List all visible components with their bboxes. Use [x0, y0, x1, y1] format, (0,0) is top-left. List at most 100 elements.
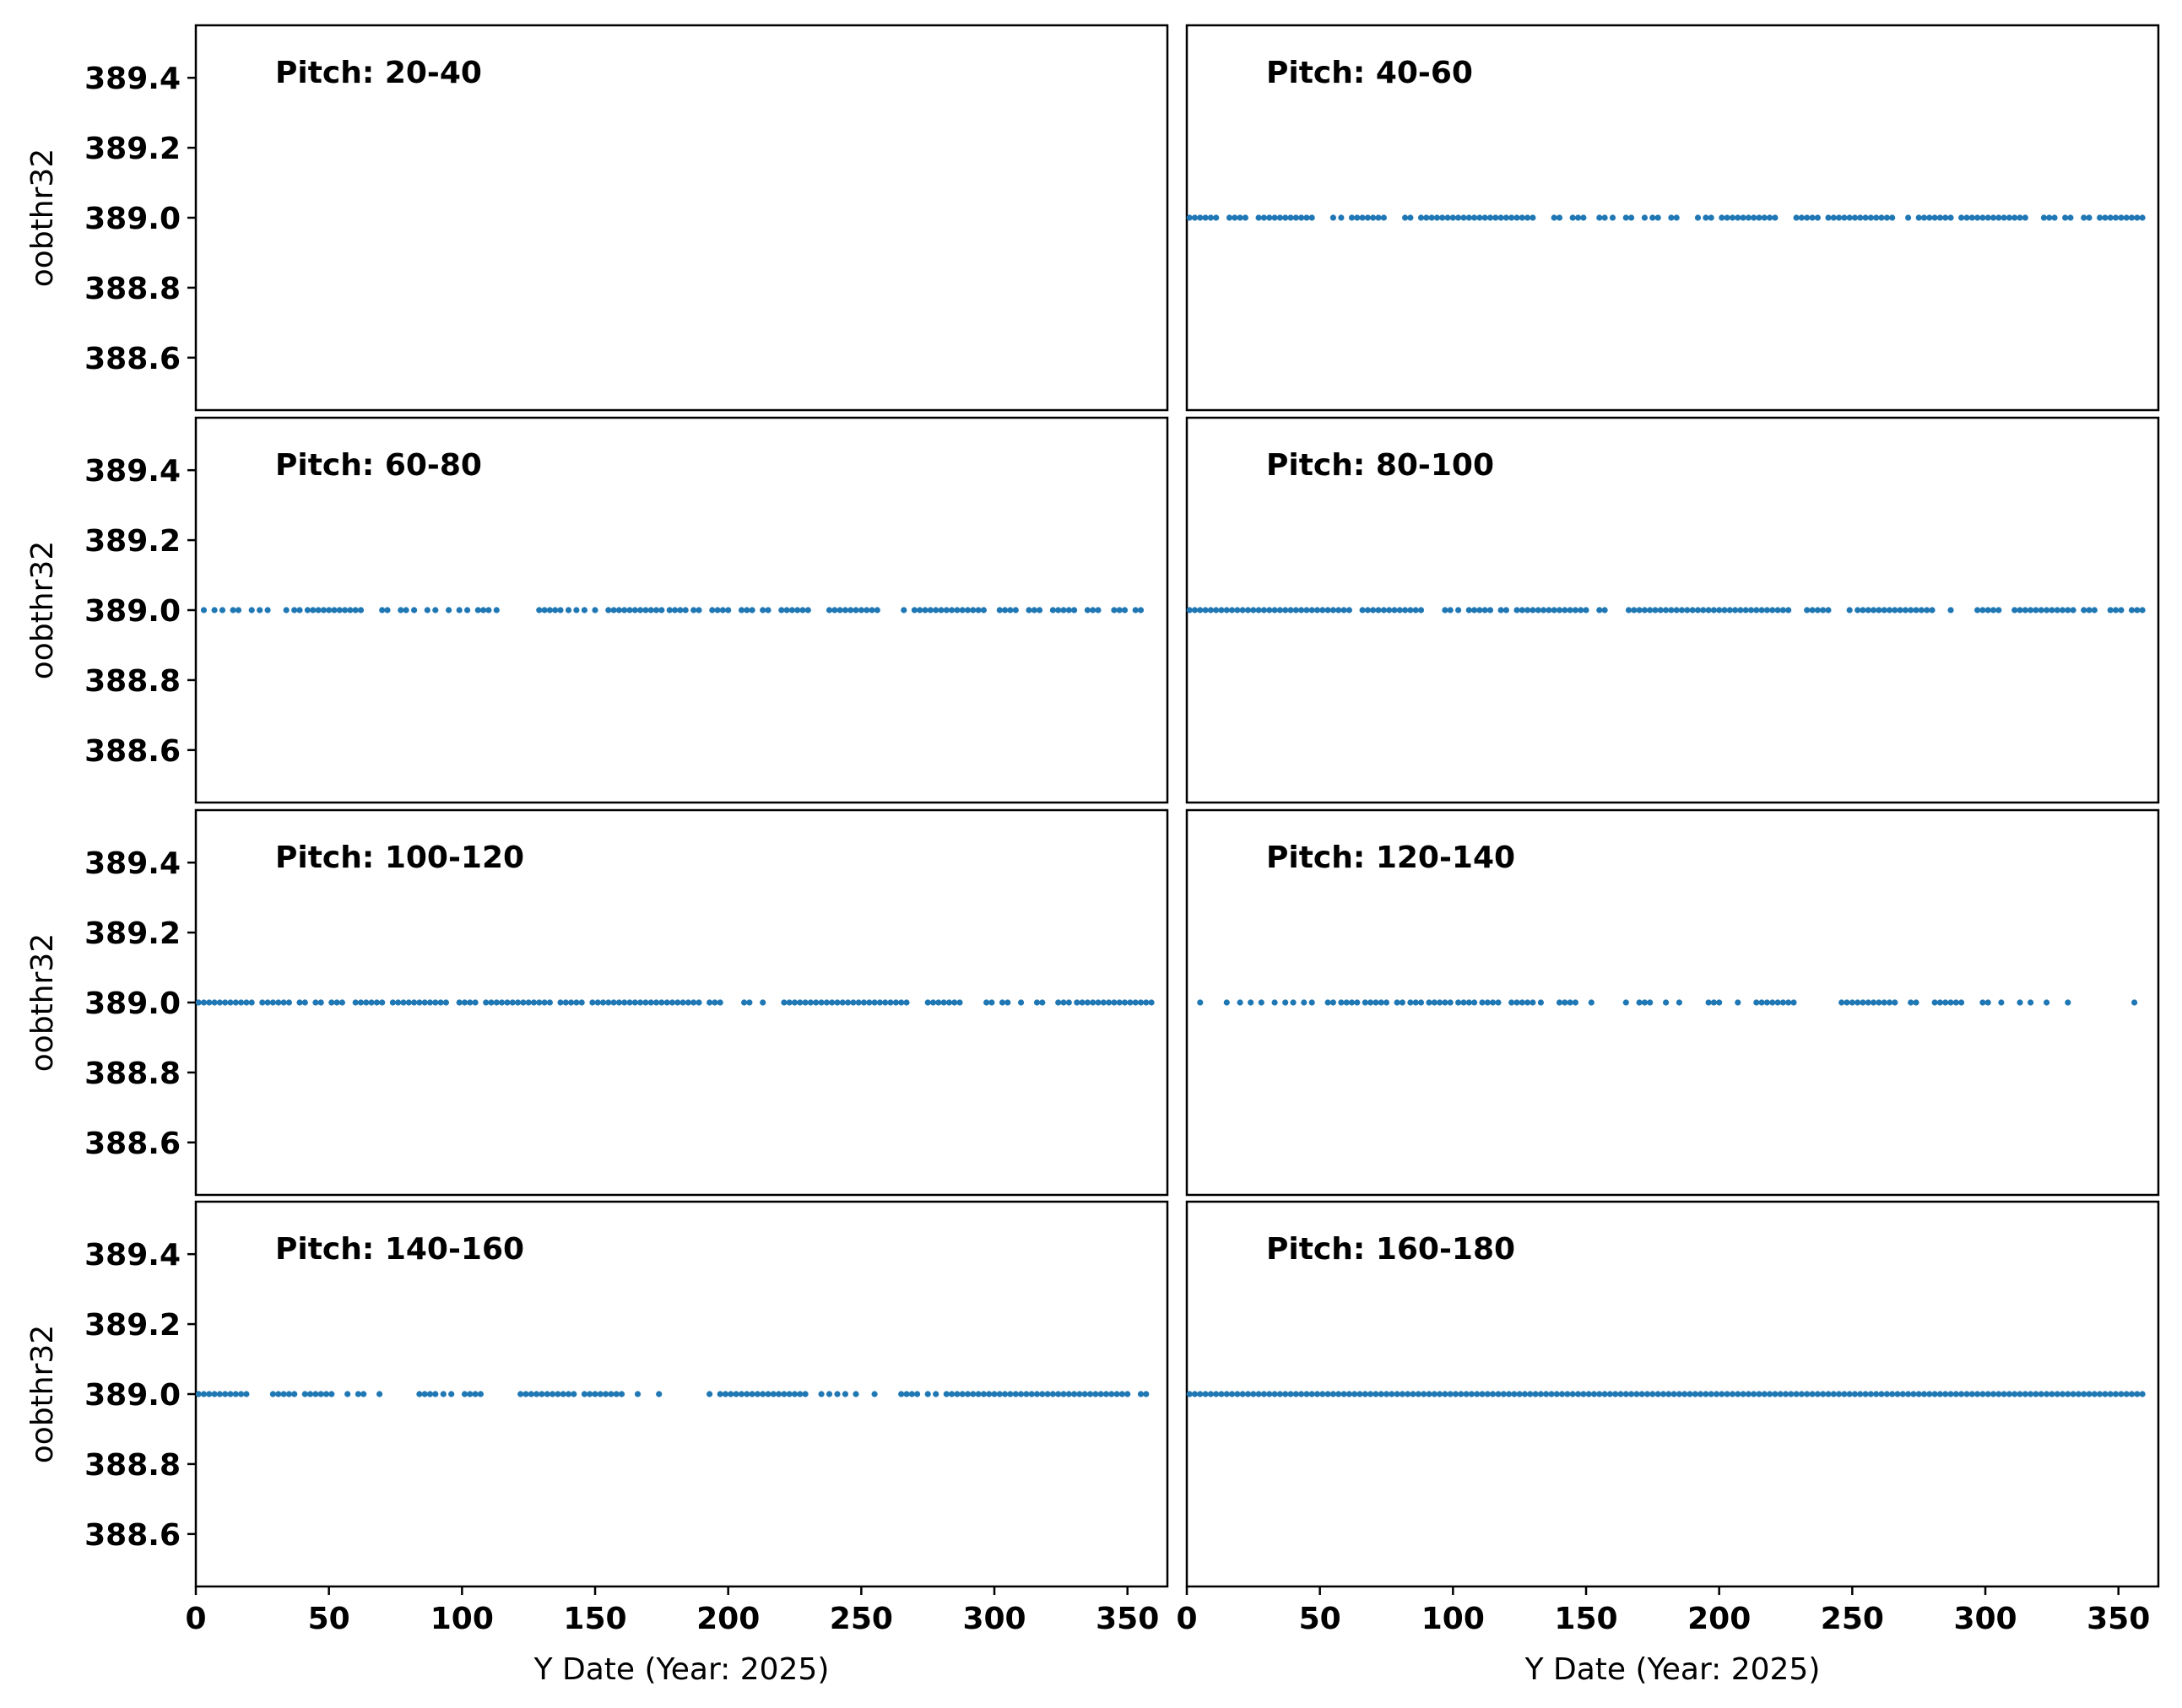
- data-point: [802, 1391, 809, 1397]
- data-point: [320, 607, 327, 613]
- data-point: [765, 1391, 772, 1397]
- panel-title: Pitch: 60-80: [275, 448, 482, 483]
- data-point: [373, 999, 380, 1006]
- data-point: [1601, 1391, 1608, 1397]
- data-point: [818, 999, 825, 1006]
- data-point: [1726, 607, 1733, 613]
- data-point: [200, 999, 208, 1006]
- data-point: [1065, 607, 1072, 613]
- data-point: [954, 607, 961, 613]
- data-point: [1825, 214, 1832, 221]
- data-point: [1871, 999, 1877, 1006]
- data-point: [1255, 607, 1262, 613]
- data-point: [1569, 214, 1576, 221]
- data-point: [379, 607, 386, 613]
- data-point: [301, 999, 308, 1006]
- data-point: [2044, 999, 2050, 1006]
- data-point: [783, 607, 790, 613]
- data-point: [707, 1391, 713, 1397]
- data-point: [1984, 999, 1991, 1006]
- y-tick-label: 389.4: [84, 846, 181, 881]
- data-point: [522, 1391, 529, 1397]
- data-point: [1556, 607, 1563, 613]
- data-point: [1519, 214, 1525, 221]
- data-point: [1830, 1391, 1837, 1397]
- data-point: [1562, 607, 1568, 613]
- data-point: [1974, 214, 1981, 221]
- data-point: [1652, 607, 1659, 613]
- data-point: [2134, 607, 2141, 613]
- data-point: [1892, 607, 1898, 613]
- data-point: [1437, 1391, 1443, 1397]
- data-point: [235, 607, 242, 613]
- data-point: [1751, 214, 1757, 221]
- data-point: [536, 607, 543, 613]
- data-point: [1958, 1391, 1965, 1397]
- data-point: [304, 607, 311, 613]
- data-point: [275, 1391, 282, 1397]
- data-point: [1186, 214, 1193, 221]
- data-point: [1756, 1391, 1762, 1397]
- data-point: [690, 999, 697, 1006]
- data-point: [499, 999, 506, 1006]
- data-point: [338, 999, 345, 1006]
- data-point: [1551, 214, 1557, 221]
- data-point: [1564, 1391, 1571, 1397]
- data-point: [1851, 1391, 1859, 1397]
- y-tick-label: 389.4: [84, 62, 181, 96]
- data-point: [2112, 1391, 2120, 1397]
- data-point: [2044, 1391, 2050, 1397]
- data-point: [1447, 1391, 1454, 1397]
- subplot-frame: [194, 24, 1169, 412]
- data-point: [448, 1391, 455, 1397]
- data-point: [1282, 999, 1289, 1006]
- data-point: [2131, 999, 2138, 1006]
- data-point: [1380, 607, 1387, 613]
- data-point: [1437, 999, 1443, 1006]
- data-point: [2017, 999, 2023, 1006]
- data-point: [911, 607, 918, 613]
- data-point: [541, 999, 548, 1006]
- data-point: [652, 607, 660, 613]
- data-point: [211, 607, 218, 613]
- data-point: [1447, 607, 1454, 613]
- data-point: [765, 607, 772, 613]
- data-point: [1118, 1391, 1125, 1397]
- data-point: [1804, 1391, 1811, 1397]
- data-point: [1990, 607, 1997, 613]
- data-point: [999, 999, 1006, 1006]
- data-point: [1785, 607, 1792, 613]
- data-point: [1979, 214, 1986, 221]
- data-point: [826, 1391, 833, 1397]
- data-point: [2059, 1391, 2066, 1397]
- data-point: [1889, 1391, 1896, 1397]
- x-tick-label: 0: [1176, 1602, 1197, 1636]
- data-point: [1106, 999, 1113, 1006]
- data-point: [1407, 214, 1414, 221]
- data-point: [2134, 1391, 2141, 1397]
- data-point: [1984, 214, 1991, 221]
- data-point: [1668, 607, 1675, 613]
- data-point: [2086, 1391, 2093, 1397]
- data-point: [2051, 214, 2058, 221]
- data-point: [1031, 607, 1037, 613]
- data-point: [1455, 607, 1462, 613]
- data-point: [1705, 999, 1712, 1006]
- data-point: [2065, 607, 2071, 613]
- data-point: [357, 607, 365, 613]
- data-point: [1697, 1391, 1704, 1397]
- data-point: [336, 607, 343, 613]
- data-point: [1471, 999, 1478, 1006]
- data-point: [908, 1391, 915, 1397]
- data-point: [1687, 1391, 1693, 1397]
- data-point: [456, 607, 463, 613]
- data-point: [791, 999, 799, 1006]
- data-point: [722, 1391, 729, 1397]
- data-point: [1373, 1391, 1379, 1397]
- data-point: [1191, 1391, 1199, 1397]
- data-point: [1735, 1391, 1741, 1397]
- data-point: [2107, 214, 2114, 221]
- data-point: [1990, 214, 1997, 221]
- data-point: [1079, 999, 1086, 1006]
- data-point: [509, 999, 516, 1006]
